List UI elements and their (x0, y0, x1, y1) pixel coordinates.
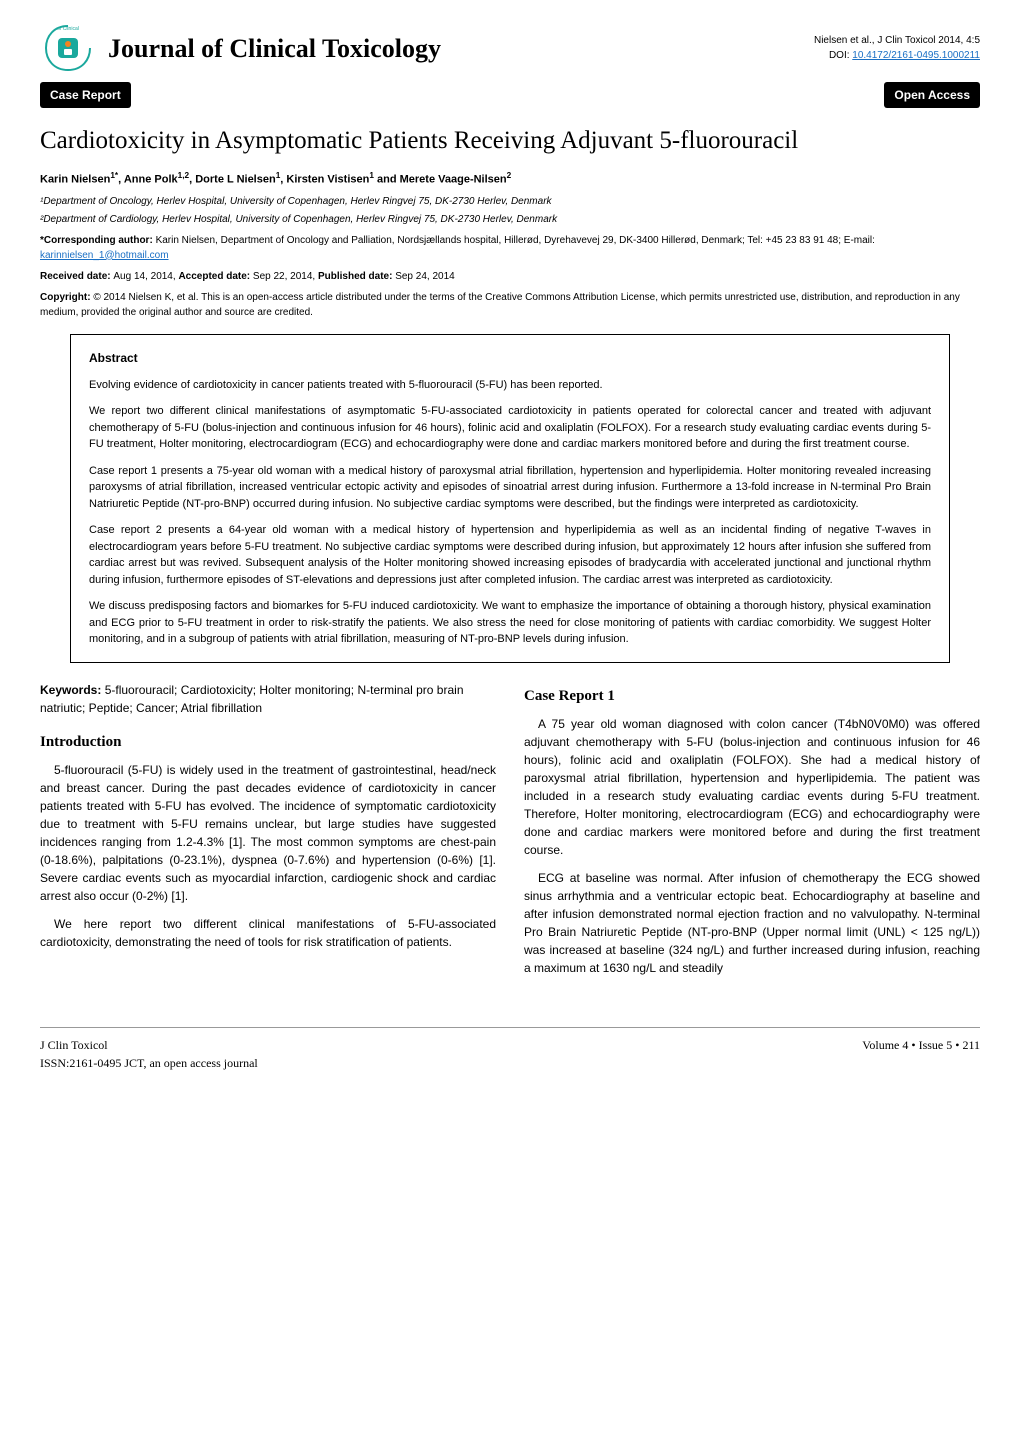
intro-para: We here report two different clinical ma… (40, 915, 496, 951)
corresponding-text: Karin Nielsen, Department of Oncology an… (156, 235, 875, 246)
footer-journal-abbrev: J Clin Toxicol (40, 1036, 258, 1054)
corresponding-email-link[interactable]: karinnielsen_1@hotmail.com (40, 250, 169, 261)
abstract-para: Case report 2 presents a 64-year old wom… (89, 522, 931, 588)
abstract-para: Case report 1 presents a 75-year old wom… (89, 463, 931, 513)
authors-list: Karin Nielsen1*, Anne Polk1,2, Dorte L N… (40, 170, 980, 188)
journal-title: Journal of Clinical Toxicology (108, 29, 441, 68)
intro-para: 5-fluorouracil (5-FU) is widely used in … (40, 761, 496, 905)
copyright-label: Copyright: (40, 292, 93, 303)
abstract-para: We report two different clinical manifes… (89, 403, 931, 453)
publication-dates: Received date: Aug 14, 2014, Accepted da… (40, 269, 980, 284)
accepted-label: Accepted date: (178, 271, 252, 282)
article-title: Cardiotoxicity in Asymptomatic Patients … (40, 122, 980, 160)
open-access-badge: Open Access (884, 82, 980, 108)
doi-link[interactable]: 10.4172/2161-0495.1000211 (852, 50, 980, 61)
affiliation-1: ¹Department of Oncology, Herlev Hospital… (40, 194, 980, 209)
case1-para: A 75 year old woman diagnosed with colon… (524, 715, 980, 859)
accepted-date: Sep 22, 2014, (253, 271, 318, 282)
case-report-1-heading: Case Report 1 (524, 685, 980, 708)
journal-logo-icon: of Clinical (40, 20, 96, 76)
page-footer: J Clin Toxicol ISSN:2161-0495 JCT, an op… (40, 1027, 980, 1072)
case-report-badge: Case Report (40, 82, 131, 108)
abstract-box: Abstract Evolving evidence of cardiotoxi… (70, 334, 950, 663)
copyright-text: © 2014 Nielsen K, et al. This is an open… (40, 292, 960, 318)
header: of Clinical Journal of Clinical Toxicolo… (40, 20, 980, 76)
header-citation-block: Nielsen et al., J Clin Toxicol 2014, 4:5… (814, 33, 980, 63)
left-column: Keywords: 5-fluorouracil; Cardiotoxicity… (40, 681, 496, 988)
logo-title-group: of Clinical Journal of Clinical Toxicolo… (40, 20, 441, 76)
footer-left: J Clin Toxicol ISSN:2161-0495 JCT, an op… (40, 1036, 258, 1072)
received-label: Received date: (40, 271, 113, 282)
affiliation-2: ²Department of Cardiology, Herlev Hospit… (40, 212, 980, 227)
received-date: Aug 14, 2014, (113, 271, 178, 282)
published-date: Sep 24, 2014 (395, 271, 455, 282)
corresponding-author: *Corresponding author: Karin Nielsen, De… (40, 233, 980, 263)
copyright-notice: Copyright: © 2014 Nielsen K, et al. This… (40, 290, 980, 320)
abstract-heading: Abstract (89, 349, 931, 367)
two-column-layout: Keywords: 5-fluorouracil; Cardiotoxicity… (40, 681, 980, 988)
doi-prefix: DOI: (829, 50, 852, 61)
abstract-para: We discuss predisposing factors and biom… (89, 598, 931, 648)
svg-text:of Clinical: of Clinical (57, 26, 79, 32)
keywords-label: Keywords: (40, 683, 105, 697)
citation-text: Nielsen et al., J Clin Toxicol 2014, 4:5 (814, 33, 980, 48)
doi-line: DOI: 10.4172/2161-0495.1000211 (814, 48, 980, 63)
keywords-block: Keywords: 5-fluorouracil; Cardiotoxicity… (40, 681, 496, 717)
badge-row: Case Report Open Access (40, 82, 980, 108)
corresponding-label: *Corresponding author: (40, 235, 156, 246)
case1-para: ECG at baseline was normal. After infusi… (524, 869, 980, 977)
abstract-para: Evolving evidence of cardiotoxicity in c… (89, 377, 931, 394)
right-column: Case Report 1 A 75 year old woman diagno… (524, 681, 980, 988)
footer-issn: ISSN:2161-0495 JCT, an open access journ… (40, 1054, 258, 1072)
introduction-heading: Introduction (40, 731, 496, 754)
footer-right: Volume 4 • Issue 5 • 211 (862, 1036, 980, 1072)
published-label: Published date: (318, 271, 395, 282)
